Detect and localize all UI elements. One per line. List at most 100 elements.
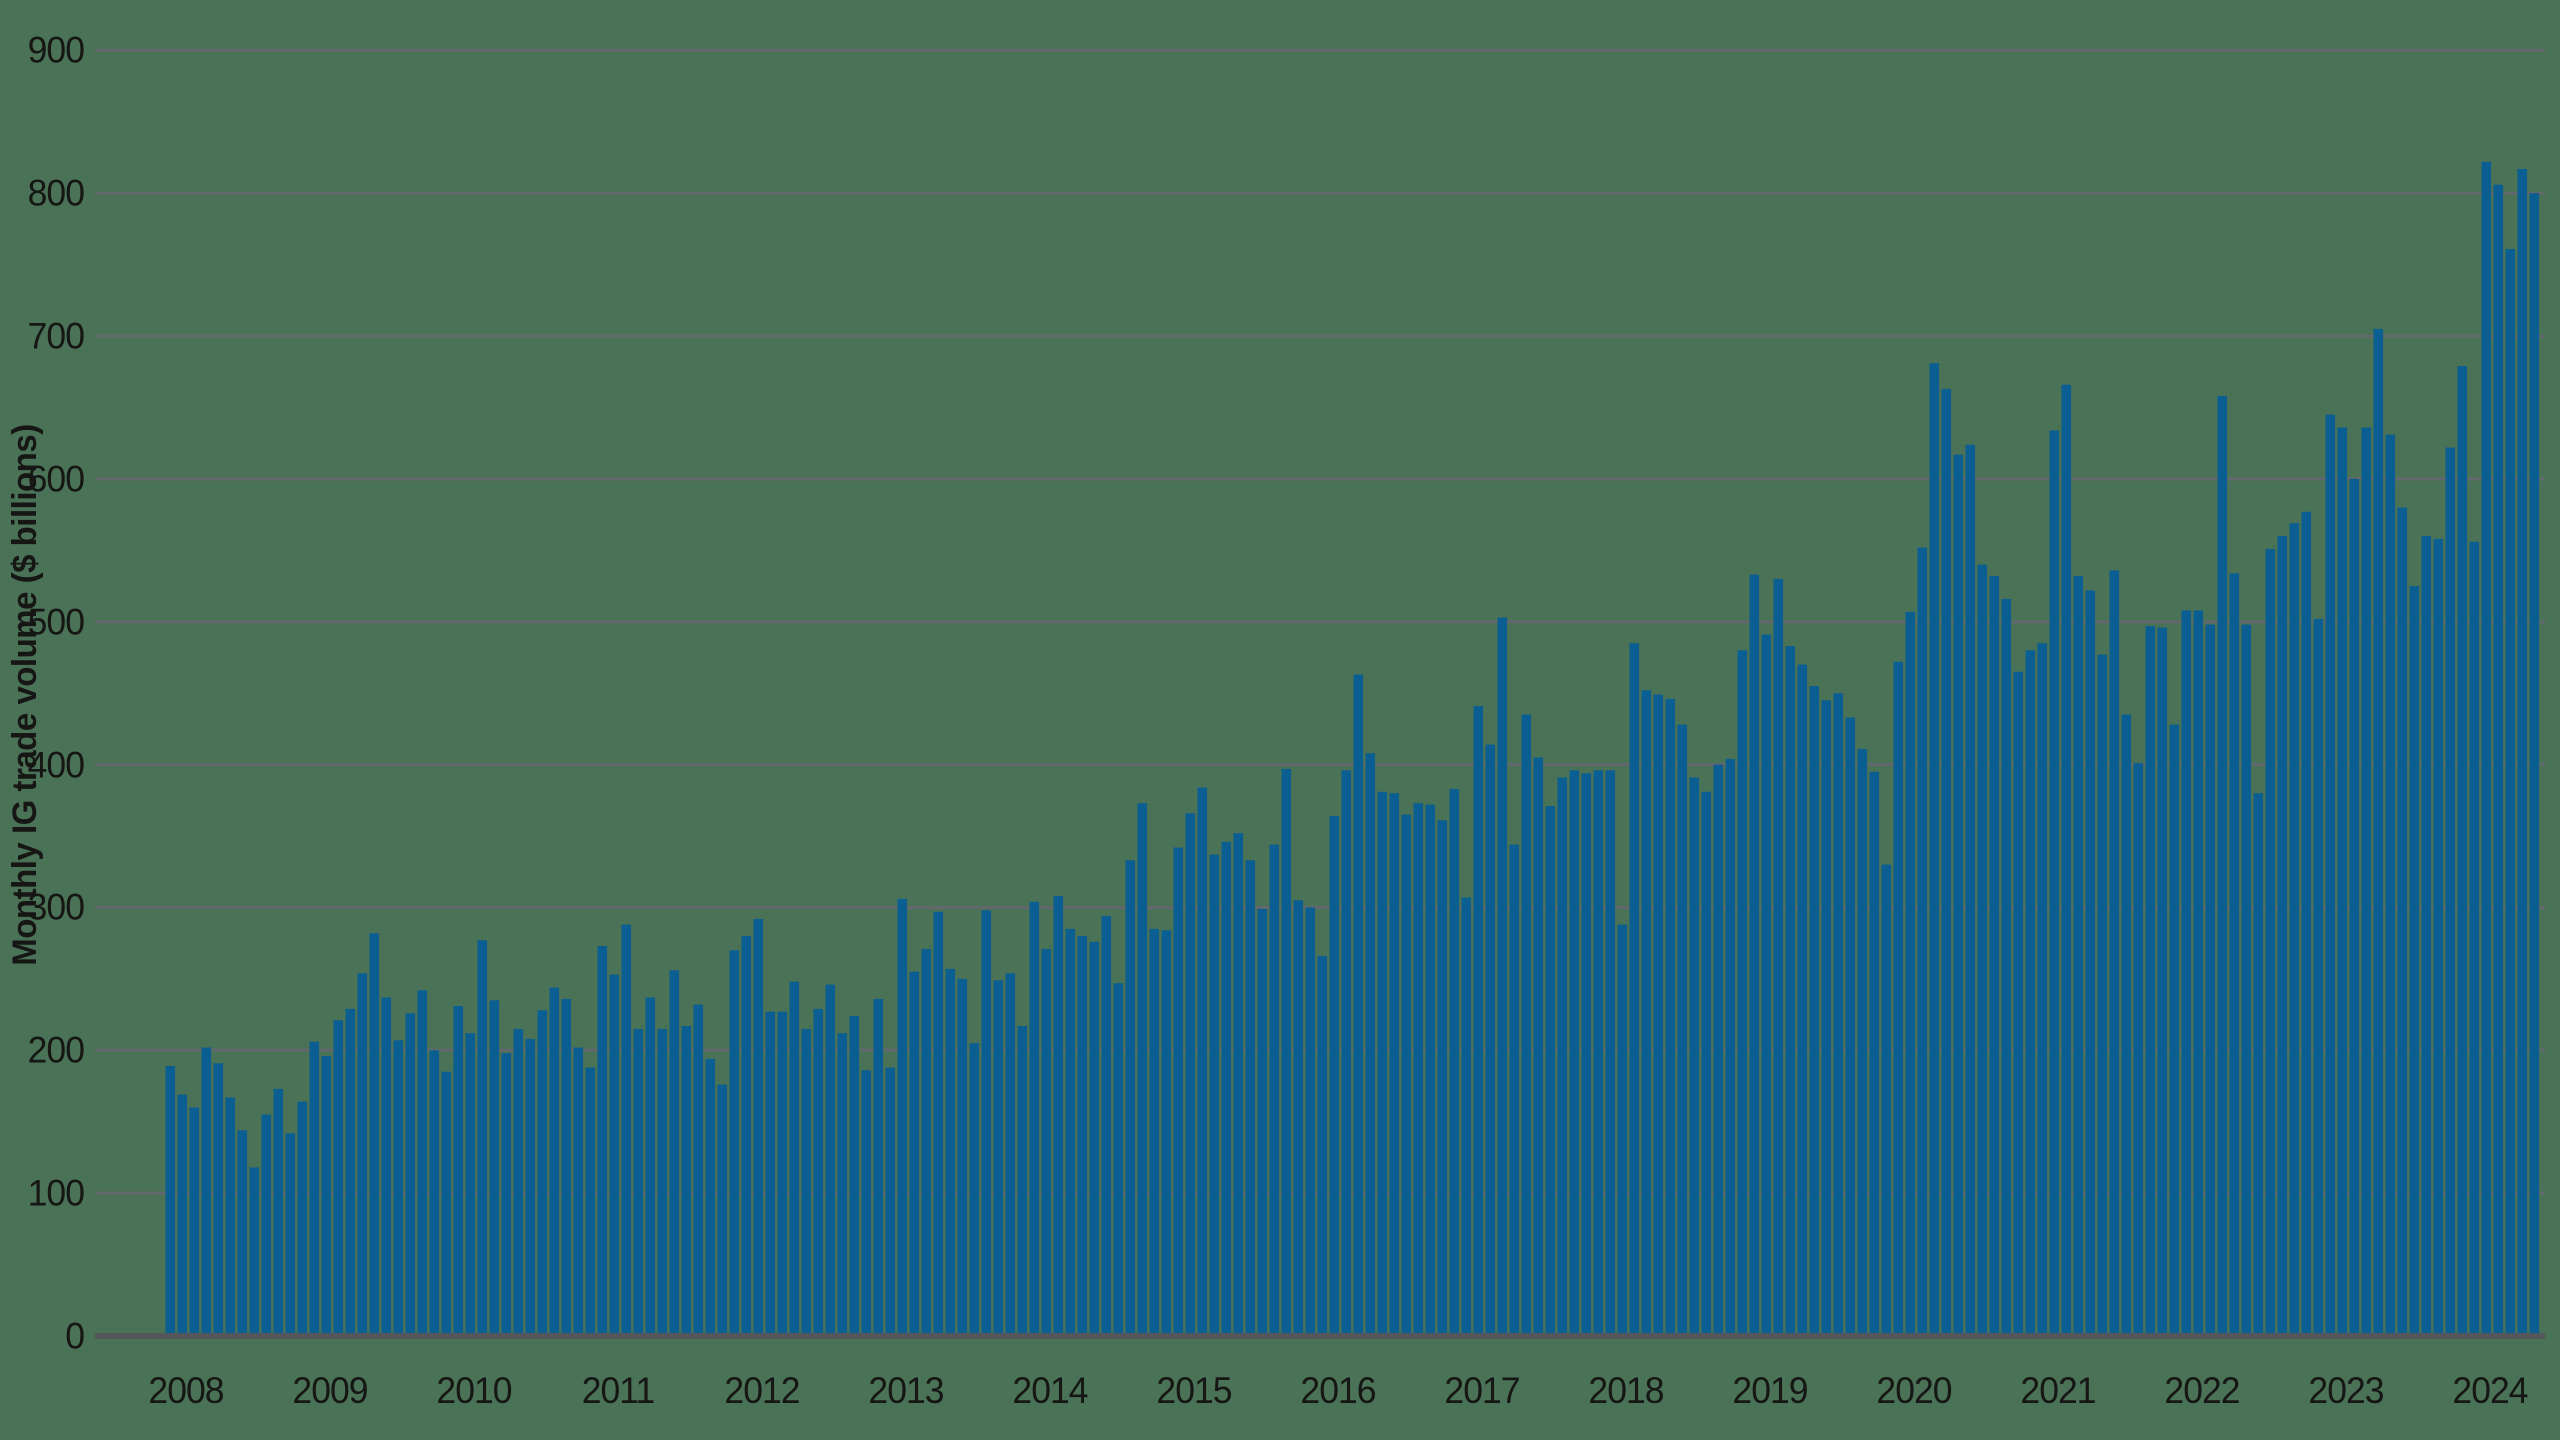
bar — [549, 987, 560, 1336]
bar — [1953, 454, 1964, 1336]
x-axis-tick-label: 2015 — [1156, 1370, 1232, 1411]
bar — [2085, 590, 2096, 1336]
bar — [1461, 897, 1472, 1336]
bar — [441, 1071, 452, 1336]
bar — [729, 950, 740, 1336]
bar — [1737, 650, 1748, 1336]
bar — [189, 1107, 200, 1336]
bar — [1545, 806, 1556, 1336]
x-axis-tick-label: 2013 — [868, 1370, 944, 1411]
bar — [2433, 538, 2444, 1336]
bar — [1605, 770, 1616, 1336]
y-axis-tick-label: 200 — [27, 1029, 85, 1071]
x-axis-tick-label: 2016 — [1300, 1370, 1376, 1411]
bar — [1869, 771, 1880, 1336]
bar — [969, 1043, 980, 1336]
bar — [1785, 646, 1796, 1336]
bar — [1581, 773, 1592, 1336]
bar — [873, 998, 884, 1336]
bar — [1017, 1026, 1028, 1336]
bar — [1449, 788, 1460, 1336]
bar — [1185, 813, 1196, 1336]
bar — [2133, 763, 2144, 1336]
bar — [1065, 928, 1076, 1336]
bar — [1509, 844, 1520, 1336]
x-axis-tick-label: 2024 — [2452, 1370, 2528, 1411]
bar — [2013, 671, 2024, 1336]
bar — [585, 1067, 596, 1336]
bar — [669, 970, 680, 1336]
bar — [2121, 714, 2132, 1336]
bar — [645, 997, 656, 1336]
x-axis-tick-label: 2017 — [1444, 1370, 1520, 1411]
bar — [1341, 770, 1352, 1336]
bar — [1809, 686, 1820, 1336]
bar — [705, 1058, 716, 1336]
bar — [1245, 860, 1256, 1336]
bar — [717, 1084, 728, 1336]
bar — [2349, 478, 2360, 1336]
bar — [1293, 900, 1304, 1336]
bar — [1725, 758, 1736, 1336]
bar — [1629, 643, 1640, 1336]
bar — [501, 1053, 512, 1336]
bar — [2409, 586, 2420, 1336]
bar — [1209, 854, 1220, 1336]
bar — [465, 1033, 476, 1336]
bar — [453, 1006, 464, 1336]
bar — [1305, 907, 1316, 1336]
bar — [813, 1008, 824, 1336]
bar — [477, 940, 488, 1336]
bar — [2469, 541, 2480, 1336]
bar — [1689, 777, 1700, 1336]
bar — [2217, 396, 2228, 1337]
bar — [2445, 447, 2456, 1336]
bar — [1677, 724, 1688, 1336]
bar — [801, 1028, 812, 1336]
bar — [1617, 924, 1628, 1336]
bar — [201, 1047, 212, 1336]
bar — [2205, 624, 2216, 1336]
bar — [1833, 693, 1844, 1336]
bar — [237, 1130, 248, 1336]
bar — [1557, 777, 1568, 1336]
x-axis-tick-label: 2011 — [581, 1370, 656, 1411]
bar — [285, 1133, 296, 1336]
x-axis-tick-label: 2018 — [1588, 1370, 1664, 1411]
bar — [681, 1026, 692, 1336]
bar — [1797, 664, 1808, 1336]
bar — [1497, 617, 1508, 1336]
bar — [561, 998, 572, 1336]
bar — [1125, 860, 1136, 1336]
bar — [1137, 803, 1148, 1336]
bar — [333, 1020, 344, 1336]
bar — [1665, 698, 1676, 1336]
bar — [993, 980, 1004, 1336]
bar — [1329, 816, 1340, 1336]
bar — [1521, 714, 1532, 1336]
bar — [777, 1011, 788, 1336]
bar — [1701, 791, 1712, 1336]
bar — [489, 1000, 500, 1336]
bar — [1389, 793, 1400, 1336]
bar — [2505, 249, 2516, 1336]
x-axis-tick-label: 2014 — [1012, 1370, 1088, 1411]
bar — [2373, 328, 2384, 1336]
bar — [1197, 787, 1208, 1336]
bar — [1401, 814, 1412, 1336]
bar — [2277, 536, 2288, 1336]
bar — [2253, 793, 2264, 1336]
bar — [621, 924, 632, 1336]
bar — [429, 1050, 440, 1336]
bar — [2169, 724, 2180, 1336]
bar — [1113, 983, 1124, 1336]
bar — [1053, 896, 1064, 1336]
bar — [933, 911, 944, 1336]
bar — [1905, 611, 1916, 1336]
bar — [861, 1070, 872, 1336]
bar — [525, 1038, 536, 1336]
bar — [609, 974, 620, 1336]
bar — [1989, 576, 2000, 1336]
bar — [2361, 427, 2372, 1336]
